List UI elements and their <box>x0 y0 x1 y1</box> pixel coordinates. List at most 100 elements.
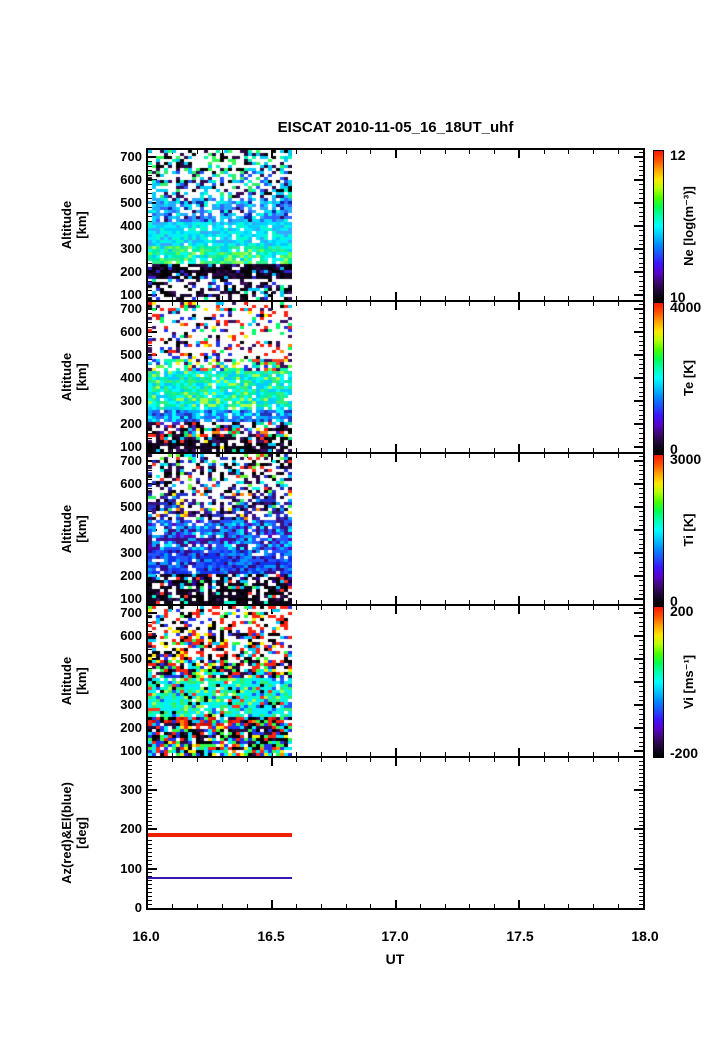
y-tick <box>639 796 643 798</box>
y-tick <box>639 840 643 842</box>
y-tick <box>639 455 643 457</box>
y-tick <box>634 271 643 274</box>
x-tick <box>469 448 471 452</box>
y-tick <box>639 197 643 199</box>
colorbar-vi: 200 -200 Vi [ms⁻¹] <box>653 603 698 761</box>
y-tick <box>639 820 643 822</box>
x-tick-label: 16.0 <box>132 928 160 944</box>
y-tick-label: 600 <box>120 324 142 339</box>
x-tick <box>518 758 521 766</box>
x-tick <box>518 292 521 300</box>
y-tick <box>639 824 643 826</box>
x-tick <box>296 606 297 610</box>
y-tick <box>639 488 643 490</box>
x-tick <box>469 600 471 604</box>
y-tick <box>639 777 643 779</box>
y-tick <box>634 788 643 791</box>
x-tick <box>320 758 322 762</box>
x-tick <box>172 758 174 762</box>
x-tick <box>419 758 421 762</box>
x-tick <box>518 150 521 158</box>
y-tick <box>639 349 643 351</box>
y-tick-label: 200 <box>120 720 142 736</box>
x-tick <box>568 296 570 300</box>
x-tick <box>617 904 619 908</box>
x-tick <box>469 454 471 458</box>
y-tick-label: 700 <box>120 452 142 468</box>
y-tick <box>634 750 643 753</box>
x-tick <box>296 448 297 452</box>
y-tick-label: 300 <box>120 697 142 713</box>
colorbar-min-label: -200 <box>670 745 699 761</box>
colorbar-ne: 12 10 Ne [log(m⁻³)] <box>653 147 696 305</box>
x-tick <box>320 752 322 756</box>
y-tick <box>639 864 643 866</box>
colorbar-max-label: 4000 <box>670 299 702 315</box>
x-tick <box>345 296 347 300</box>
colorbar-gradient <box>654 455 663 605</box>
y-tick <box>639 640 643 642</box>
y-tick <box>148 828 157 831</box>
x-tick <box>370 150 372 154</box>
y-tick <box>639 165 643 167</box>
y-tick <box>634 354 643 357</box>
x-tick <box>320 296 322 300</box>
y-tick-label: 400 <box>120 522 142 538</box>
x-tick <box>494 904 495 908</box>
y-tick <box>639 800 643 802</box>
x-tick <box>494 150 495 154</box>
heatmap-te <box>148 302 292 452</box>
y-tick <box>639 700 643 702</box>
y-tick <box>639 409 643 411</box>
y-tick <box>639 580 643 582</box>
y-tick <box>639 836 643 838</box>
colorbar-min-label: 0 <box>670 593 678 609</box>
y-tick <box>634 294 643 297</box>
y-tick <box>639 419 643 421</box>
colorbar-max-label: 200 <box>670 603 694 619</box>
y-tick <box>148 769 152 771</box>
y-tick <box>148 812 152 814</box>
y-tick <box>639 686 643 688</box>
x-tick <box>296 302 297 306</box>
x-tick <box>370 606 372 610</box>
x-tick <box>617 454 619 458</box>
y-tick <box>148 860 152 862</box>
y-tick <box>639 899 643 901</box>
y-tick <box>148 903 152 905</box>
y-tick <box>639 804 643 806</box>
x-tick-label: 17.0 <box>381 928 409 944</box>
y-tick <box>634 400 643 403</box>
y-tick <box>634 225 643 228</box>
y-tick-label: 600 <box>120 628 142 643</box>
x-tick <box>370 296 372 300</box>
y-tick <box>639 253 643 255</box>
x-tick <box>494 296 495 300</box>
y-tick <box>639 737 643 739</box>
y-tick <box>148 804 152 806</box>
x-tick <box>593 600 594 604</box>
y-tick <box>639 883 643 885</box>
x-tick <box>345 150 347 154</box>
y-tick <box>148 840 152 842</box>
x-tick <box>296 752 297 756</box>
x-tick <box>593 296 594 300</box>
x-tick <box>543 752 545 756</box>
y-tick <box>639 816 643 818</box>
x-tick <box>419 448 421 452</box>
x-tick <box>444 302 446 306</box>
y-tick <box>639 557 643 559</box>
y-tick <box>634 155 643 158</box>
colorbar-gradient <box>654 151 663 301</box>
y-tick <box>634 552 643 555</box>
y-tick <box>639 617 643 619</box>
x-tick <box>345 454 347 458</box>
y-tick <box>639 793 643 795</box>
colorbar-min-label: 10 <box>670 289 686 305</box>
y-tick <box>639 188 643 190</box>
figure-title: EISCAT 2010-11-05_16_18UT_uhf <box>277 119 514 136</box>
x-tick <box>494 448 495 452</box>
y-tick <box>634 867 643 870</box>
heatmap-vi <box>148 606 292 756</box>
y-tick <box>639 469 643 471</box>
